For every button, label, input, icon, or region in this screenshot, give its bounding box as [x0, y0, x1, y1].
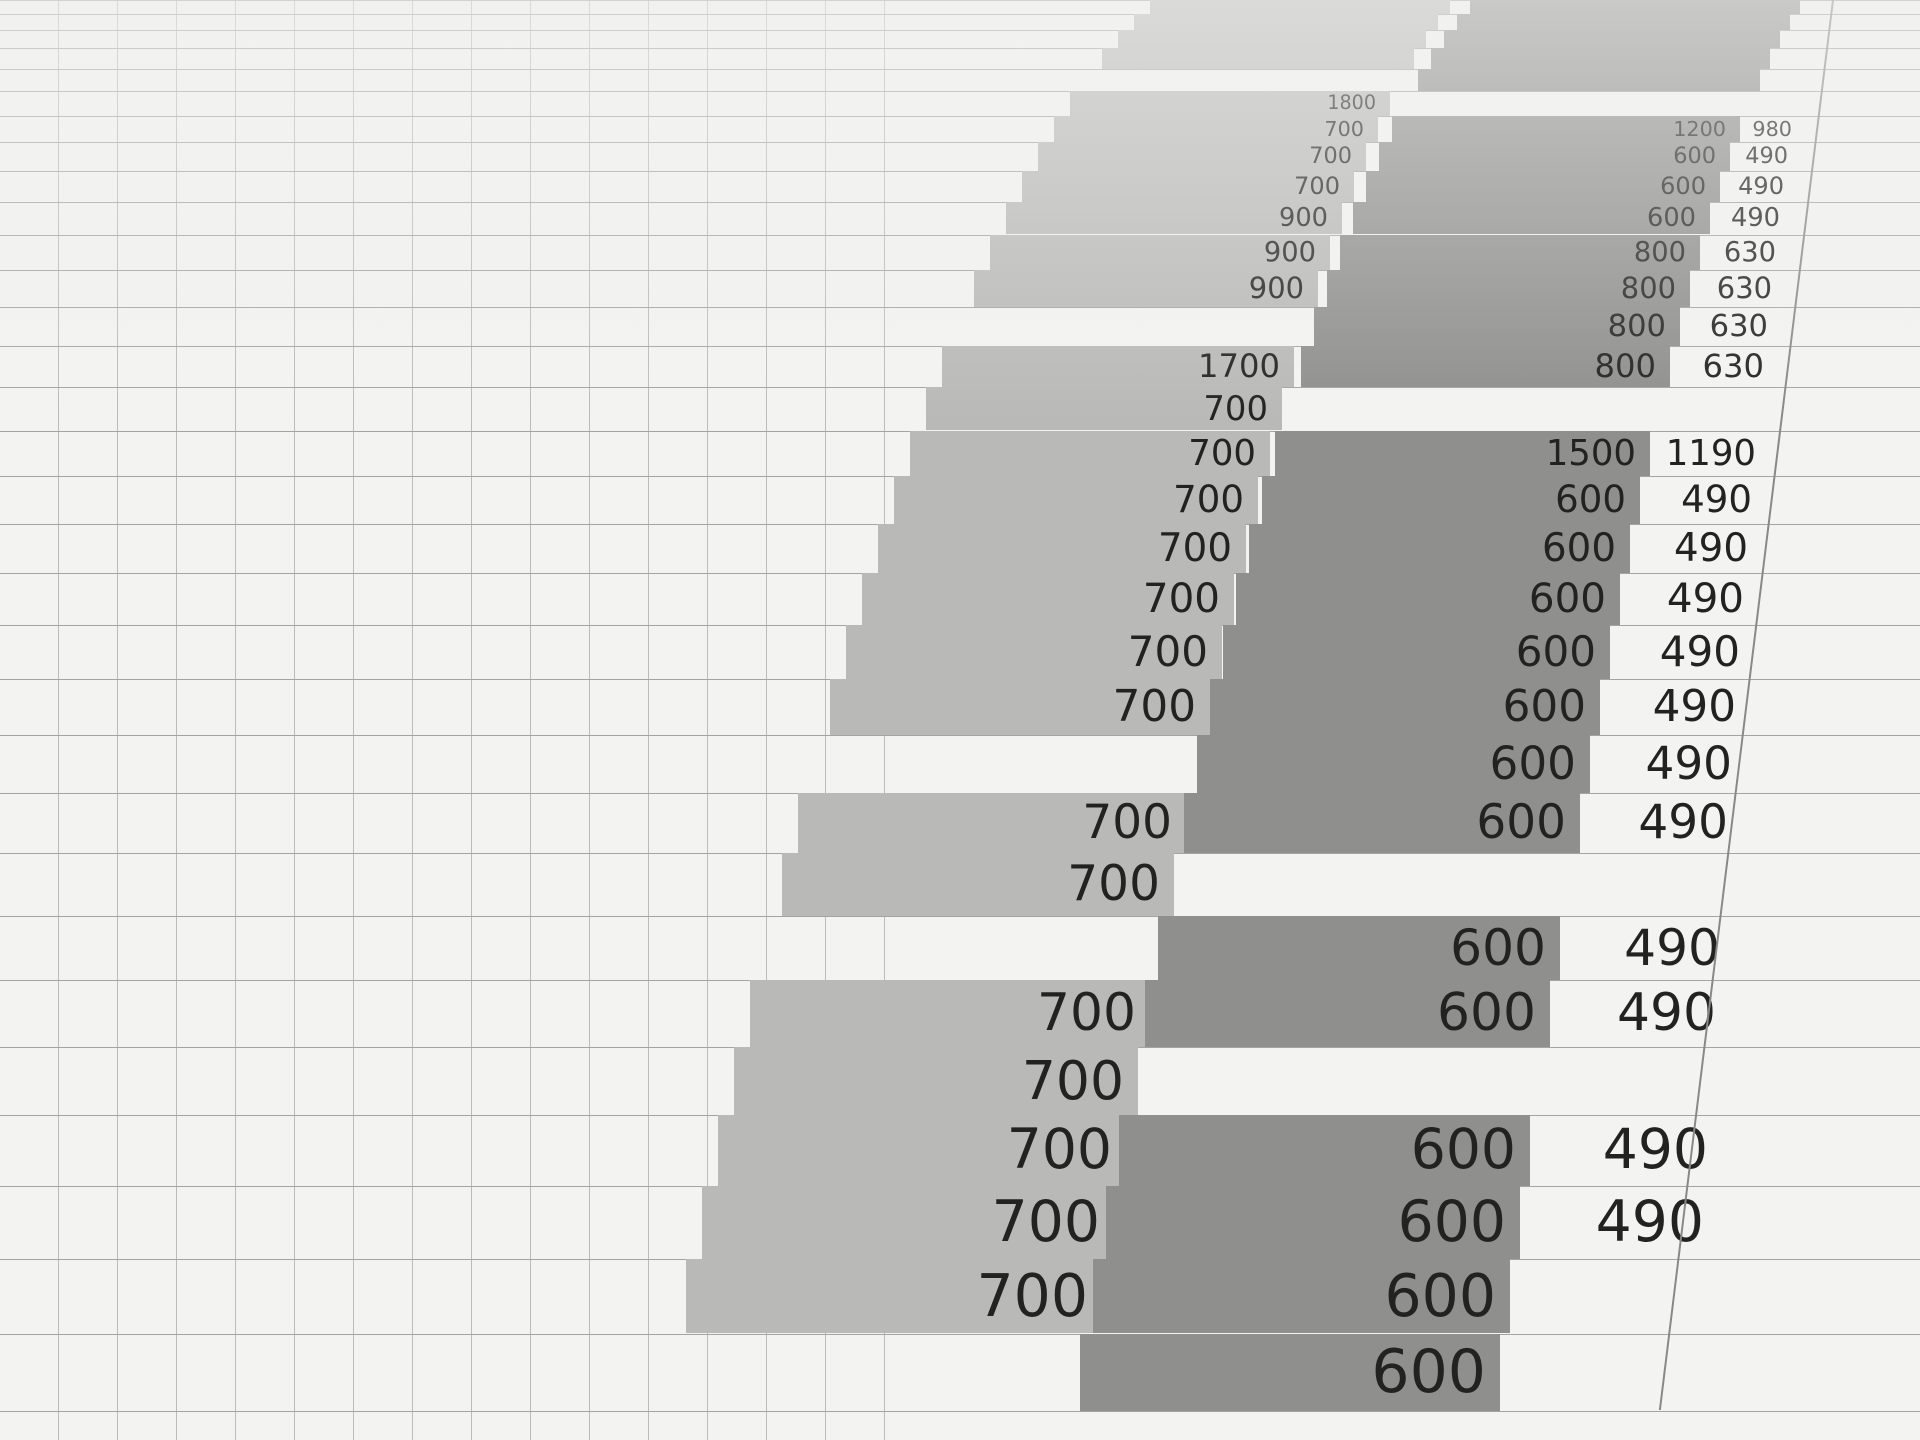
- blurred-top-block: [1150, 0, 1450, 14]
- row-rule: [0, 915, 1920, 917]
- value-cell: 1500: [1275, 430, 1650, 476]
- value-cell: 490: [1617, 983, 1716, 1043]
- value-cell: 1800: [1070, 91, 1390, 116]
- value-cell: 700: [782, 853, 1174, 916]
- value-cell: 490: [1652, 681, 1736, 732]
- value-cell: 700: [702, 1185, 1114, 1259]
- value-cell: 900: [1006, 201, 1342, 235]
- blurred-top-block: [1134, 14, 1438, 31]
- value-cell: 700: [862, 573, 1234, 626]
- blurred-top-block: [1118, 30, 1426, 49]
- value-cell: 900: [990, 234, 1330, 270]
- value-cell: 1700: [942, 345, 1294, 388]
- row-rule: [0, 735, 1920, 736]
- value-cell: 700: [798, 793, 1186, 854]
- value-cell: 700: [734, 1046, 1138, 1116]
- value-cell: 700: [718, 1115, 1126, 1186]
- value-cell: 600: [1236, 573, 1620, 626]
- value-cell: 600: [1223, 625, 1610, 679]
- blurred-top-block: [1418, 68, 1760, 91]
- row-rule: [0, 1410, 1920, 1412]
- value-cell: 800: [1314, 306, 1680, 346]
- value-cell: 490: [1731, 202, 1780, 233]
- value-cell: 600: [1093, 1258, 1510, 1334]
- value-cell: 490: [1595, 1188, 1704, 1255]
- blurred-top-block: [1444, 30, 1780, 49]
- value-cell: 600: [1249, 523, 1630, 574]
- value-cell: 700: [1054, 115, 1378, 143]
- row-rule: [0, 91, 1920, 92]
- value-cell: 600: [1197, 735, 1590, 794]
- value-cell: 900: [974, 269, 1318, 307]
- value-cell: 490: [1681, 478, 1752, 521]
- value-cell: 700: [894, 476, 1258, 524]
- value-cell: 600: [1210, 679, 1600, 735]
- value-cell: 490: [1674, 525, 1748, 571]
- value-cell: 700: [878, 523, 1246, 574]
- value-cell: 630: [1716, 270, 1772, 305]
- value-cell: 700: [830, 679, 1210, 735]
- value-cell: 490: [1645, 737, 1732, 790]
- value-cell: 490: [1738, 171, 1784, 200]
- value-cell: 600: [1119, 1115, 1530, 1186]
- value-cell: 490: [1745, 143, 1788, 170]
- value-cell: 700: [686, 1258, 1102, 1334]
- value-cell: 700: [1038, 142, 1366, 171]
- value-cell: 1190: [1665, 432, 1756, 474]
- value-cell: 630: [1702, 346, 1764, 385]
- value-cell: 630: [1709, 308, 1768, 344]
- blurred-top-block: [1457, 14, 1790, 31]
- value-cell: 600: [1184, 793, 1580, 854]
- value-cell: 700: [846, 625, 1222, 679]
- value-cell: 700: [1022, 170, 1354, 202]
- value-cell: 980: [1752, 116, 1792, 141]
- value-cell: 600: [1262, 476, 1640, 524]
- blurred-top-block: [1431, 48, 1770, 69]
- value-cell: 600: [1080, 1333, 1500, 1411]
- value-cell: 630: [1723, 236, 1776, 268]
- blurred-top-block: [1470, 0, 1800, 14]
- value-cell: 600: [1158, 915, 1560, 980]
- value-cell: 490: [1624, 917, 1720, 977]
- value-cell: 490: [1638, 795, 1728, 851]
- value-cell: 700: [750, 980, 1150, 1047]
- value-cell: 700: [910, 430, 1270, 476]
- value-cell: 600: [1145, 980, 1550, 1047]
- value-cell: 490: [1659, 627, 1740, 677]
- value-cell: 600: [1106, 1185, 1520, 1259]
- value-cell: 490: [1666, 574, 1744, 623]
- value-cell: 800: [1301, 345, 1670, 388]
- blurred-top-block: [1102, 48, 1414, 69]
- row-rule: [0, 1333, 1920, 1335]
- value-cell: 700: [926, 387, 1282, 431]
